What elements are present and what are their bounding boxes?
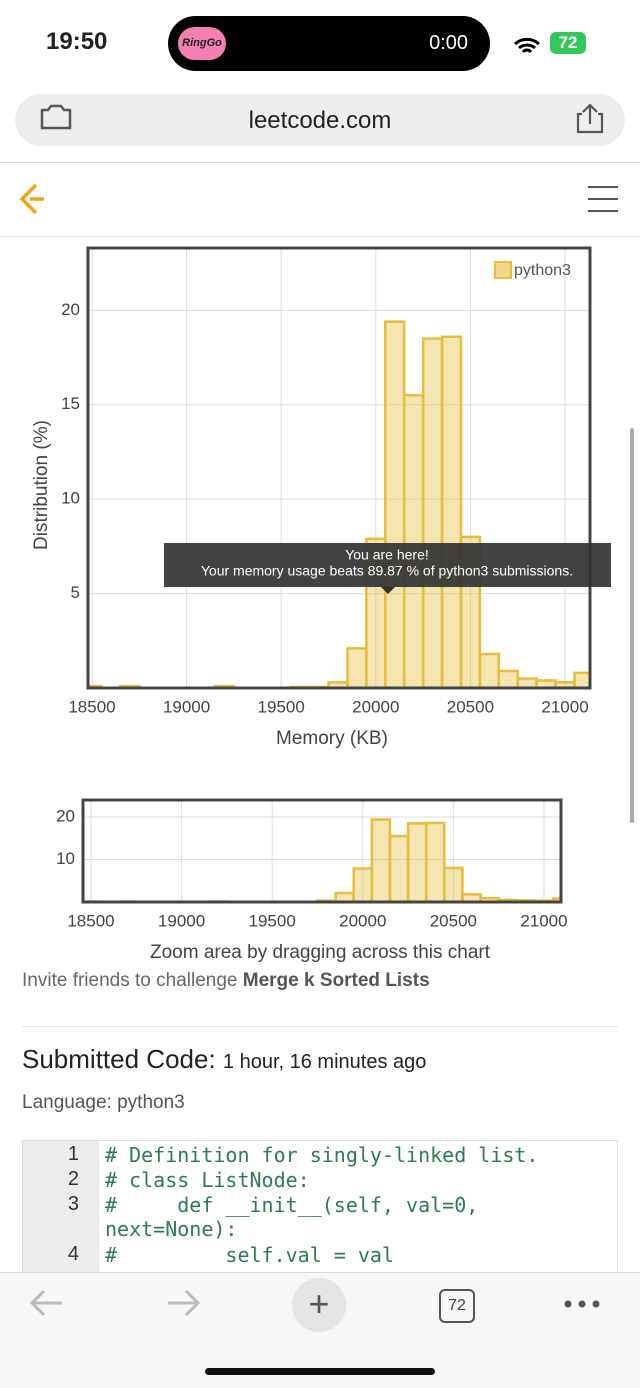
bar bbox=[426, 823, 444, 902]
x-tick-label: 18500 bbox=[68, 697, 115, 716]
bar bbox=[372, 820, 390, 902]
logo[interactable] bbox=[22, 185, 44, 213]
bar bbox=[408, 823, 426, 902]
x-tick-label: 18500 bbox=[67, 911, 114, 930]
x-tick-label: 19500 bbox=[249, 911, 296, 930]
more[interactable] bbox=[565, 1301, 600, 1308]
bar bbox=[444, 868, 462, 902]
x-axis-label: Memory (KB) bbox=[276, 728, 388, 749]
x-tick-label: 21000 bbox=[541, 697, 588, 716]
bar bbox=[499, 671, 518, 688]
legend-label: python3 bbox=[514, 262, 571, 279]
wifi-icon bbox=[515, 39, 539, 52]
bar bbox=[442, 337, 461, 688]
y-tick-label: 20 bbox=[56, 806, 75, 825]
y-tick-label: 10 bbox=[61, 489, 80, 508]
tooltip-text: You are here! bbox=[345, 547, 429, 563]
y-tick-label: 5 bbox=[71, 583, 80, 602]
share-icon[interactable] bbox=[578, 105, 602, 132]
x-tick-label: 19000 bbox=[163, 697, 210, 716]
bar bbox=[385, 322, 404, 688]
x-tick-label: 20500 bbox=[447, 697, 494, 716]
bar bbox=[404, 395, 423, 688]
bar bbox=[480, 654, 499, 688]
x-tick-label: 20000 bbox=[352, 697, 399, 716]
bar bbox=[423, 339, 442, 688]
x-tick-label: 19500 bbox=[258, 697, 305, 716]
x-tick-label: 21000 bbox=[520, 911, 567, 930]
forward[interactable] bbox=[168, 1291, 198, 1315]
y-tick-label: 20 bbox=[61, 300, 80, 319]
plot-frame bbox=[83, 800, 561, 902]
x-tick-label: 20000 bbox=[339, 911, 386, 930]
y-tick-label: 10 bbox=[56, 849, 75, 868]
y-tick-label: 15 bbox=[61, 394, 80, 413]
plot-frame bbox=[88, 248, 590, 688]
x-tick-label: 19000 bbox=[158, 911, 205, 930]
x-tick-label: 20500 bbox=[430, 911, 477, 930]
back[interactable] bbox=[32, 1291, 62, 1315]
bar bbox=[347, 648, 366, 688]
bars bbox=[83, 322, 594, 688]
lens-icon[interactable] bbox=[42, 106, 70, 128]
bar bbox=[354, 868, 372, 902]
menu-icon[interactable] bbox=[588, 187, 618, 211]
bar bbox=[390, 836, 408, 902]
bars bbox=[82, 820, 571, 902]
zoom-caption: Zoom area by dragging across this chart bbox=[150, 942, 491, 963]
legend-swatch bbox=[495, 262, 511, 278]
tooltip-text: Your memory usage beats 89.87 % of pytho… bbox=[201, 563, 573, 579]
y-axis-label: Distribution (%) bbox=[31, 420, 52, 550]
scrollbar bbox=[630, 428, 634, 823]
